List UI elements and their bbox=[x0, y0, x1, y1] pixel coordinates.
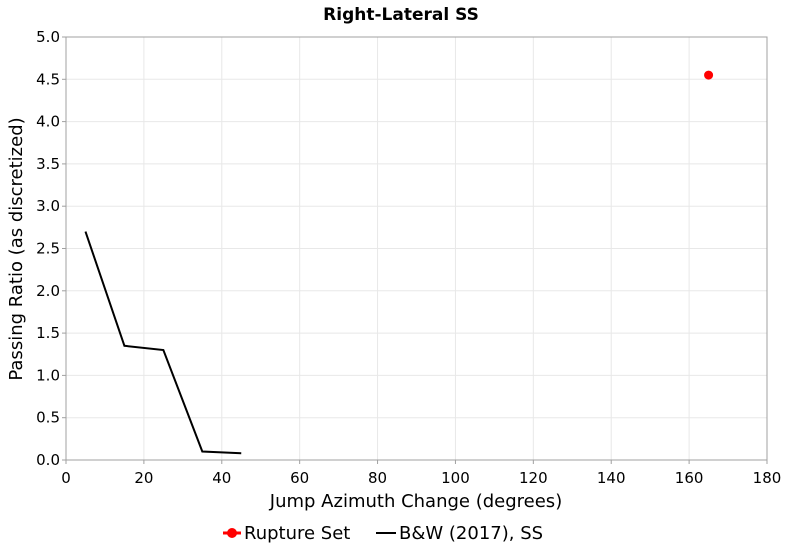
x-tick-label: 80 bbox=[368, 469, 387, 487]
y-tick-label: 4.0 bbox=[36, 113, 60, 131]
x-tick-label: 140 bbox=[597, 469, 626, 487]
legend: Rupture Set B&W (2017), SS bbox=[223, 523, 543, 544]
x-tick-label: 60 bbox=[290, 469, 309, 487]
x-axis-ticks: 0 20 40 60 80 100 120 140 160 180 bbox=[61, 460, 781, 487]
y-tick-label: 1.5 bbox=[36, 324, 60, 342]
series-line-b-w-2017-ss bbox=[84, 231, 242, 455]
legend-marker-rupture-set bbox=[227, 528, 237, 538]
y-tick-label: 3.0 bbox=[36, 197, 60, 215]
legend-label-rupture-set: Rupture Set bbox=[244, 523, 350, 544]
y-axis-ticks: 0.0 0.5 1.0 1.5 2.0 2.5 3.0 3.5 4.0 4.5 5.0 bbox=[36, 28, 66, 469]
x-axis-label: Jump Azimuth Change (degrees) bbox=[269, 491, 562, 512]
x-tick-label: 40 bbox=[212, 469, 231, 487]
y-tick-label: 2.5 bbox=[36, 240, 60, 258]
y-tick-label: 2.0 bbox=[36, 282, 60, 300]
x-tick-label: 180 bbox=[753, 469, 782, 487]
y-tick-label: 0.0 bbox=[36, 451, 60, 469]
x-tick-label: 100 bbox=[441, 469, 470, 487]
y-tick-label: 0.5 bbox=[36, 409, 60, 427]
y-tick-label: 3.5 bbox=[36, 155, 60, 173]
y-tick-label: 5.0 bbox=[36, 28, 60, 46]
legend-label-bw2017: B&W (2017), SS bbox=[399, 523, 543, 544]
y-tick-label: 1.0 bbox=[36, 366, 60, 384]
y-axis-label: Passing Ratio (as discretized) bbox=[6, 117, 27, 380]
x-tick-label: 20 bbox=[134, 469, 153, 487]
x-tick-label: 0 bbox=[61, 469, 71, 487]
data-point-rupture-set bbox=[704, 70, 714, 80]
chart-title: Right-Lateral SS bbox=[323, 5, 479, 25]
y-tick-label: 4.5 bbox=[36, 70, 60, 88]
grid-layer bbox=[66, 37, 767, 460]
series-layer bbox=[84, 70, 714, 455]
x-tick-label: 120 bbox=[519, 469, 548, 487]
x-tick-label: 160 bbox=[675, 469, 704, 487]
